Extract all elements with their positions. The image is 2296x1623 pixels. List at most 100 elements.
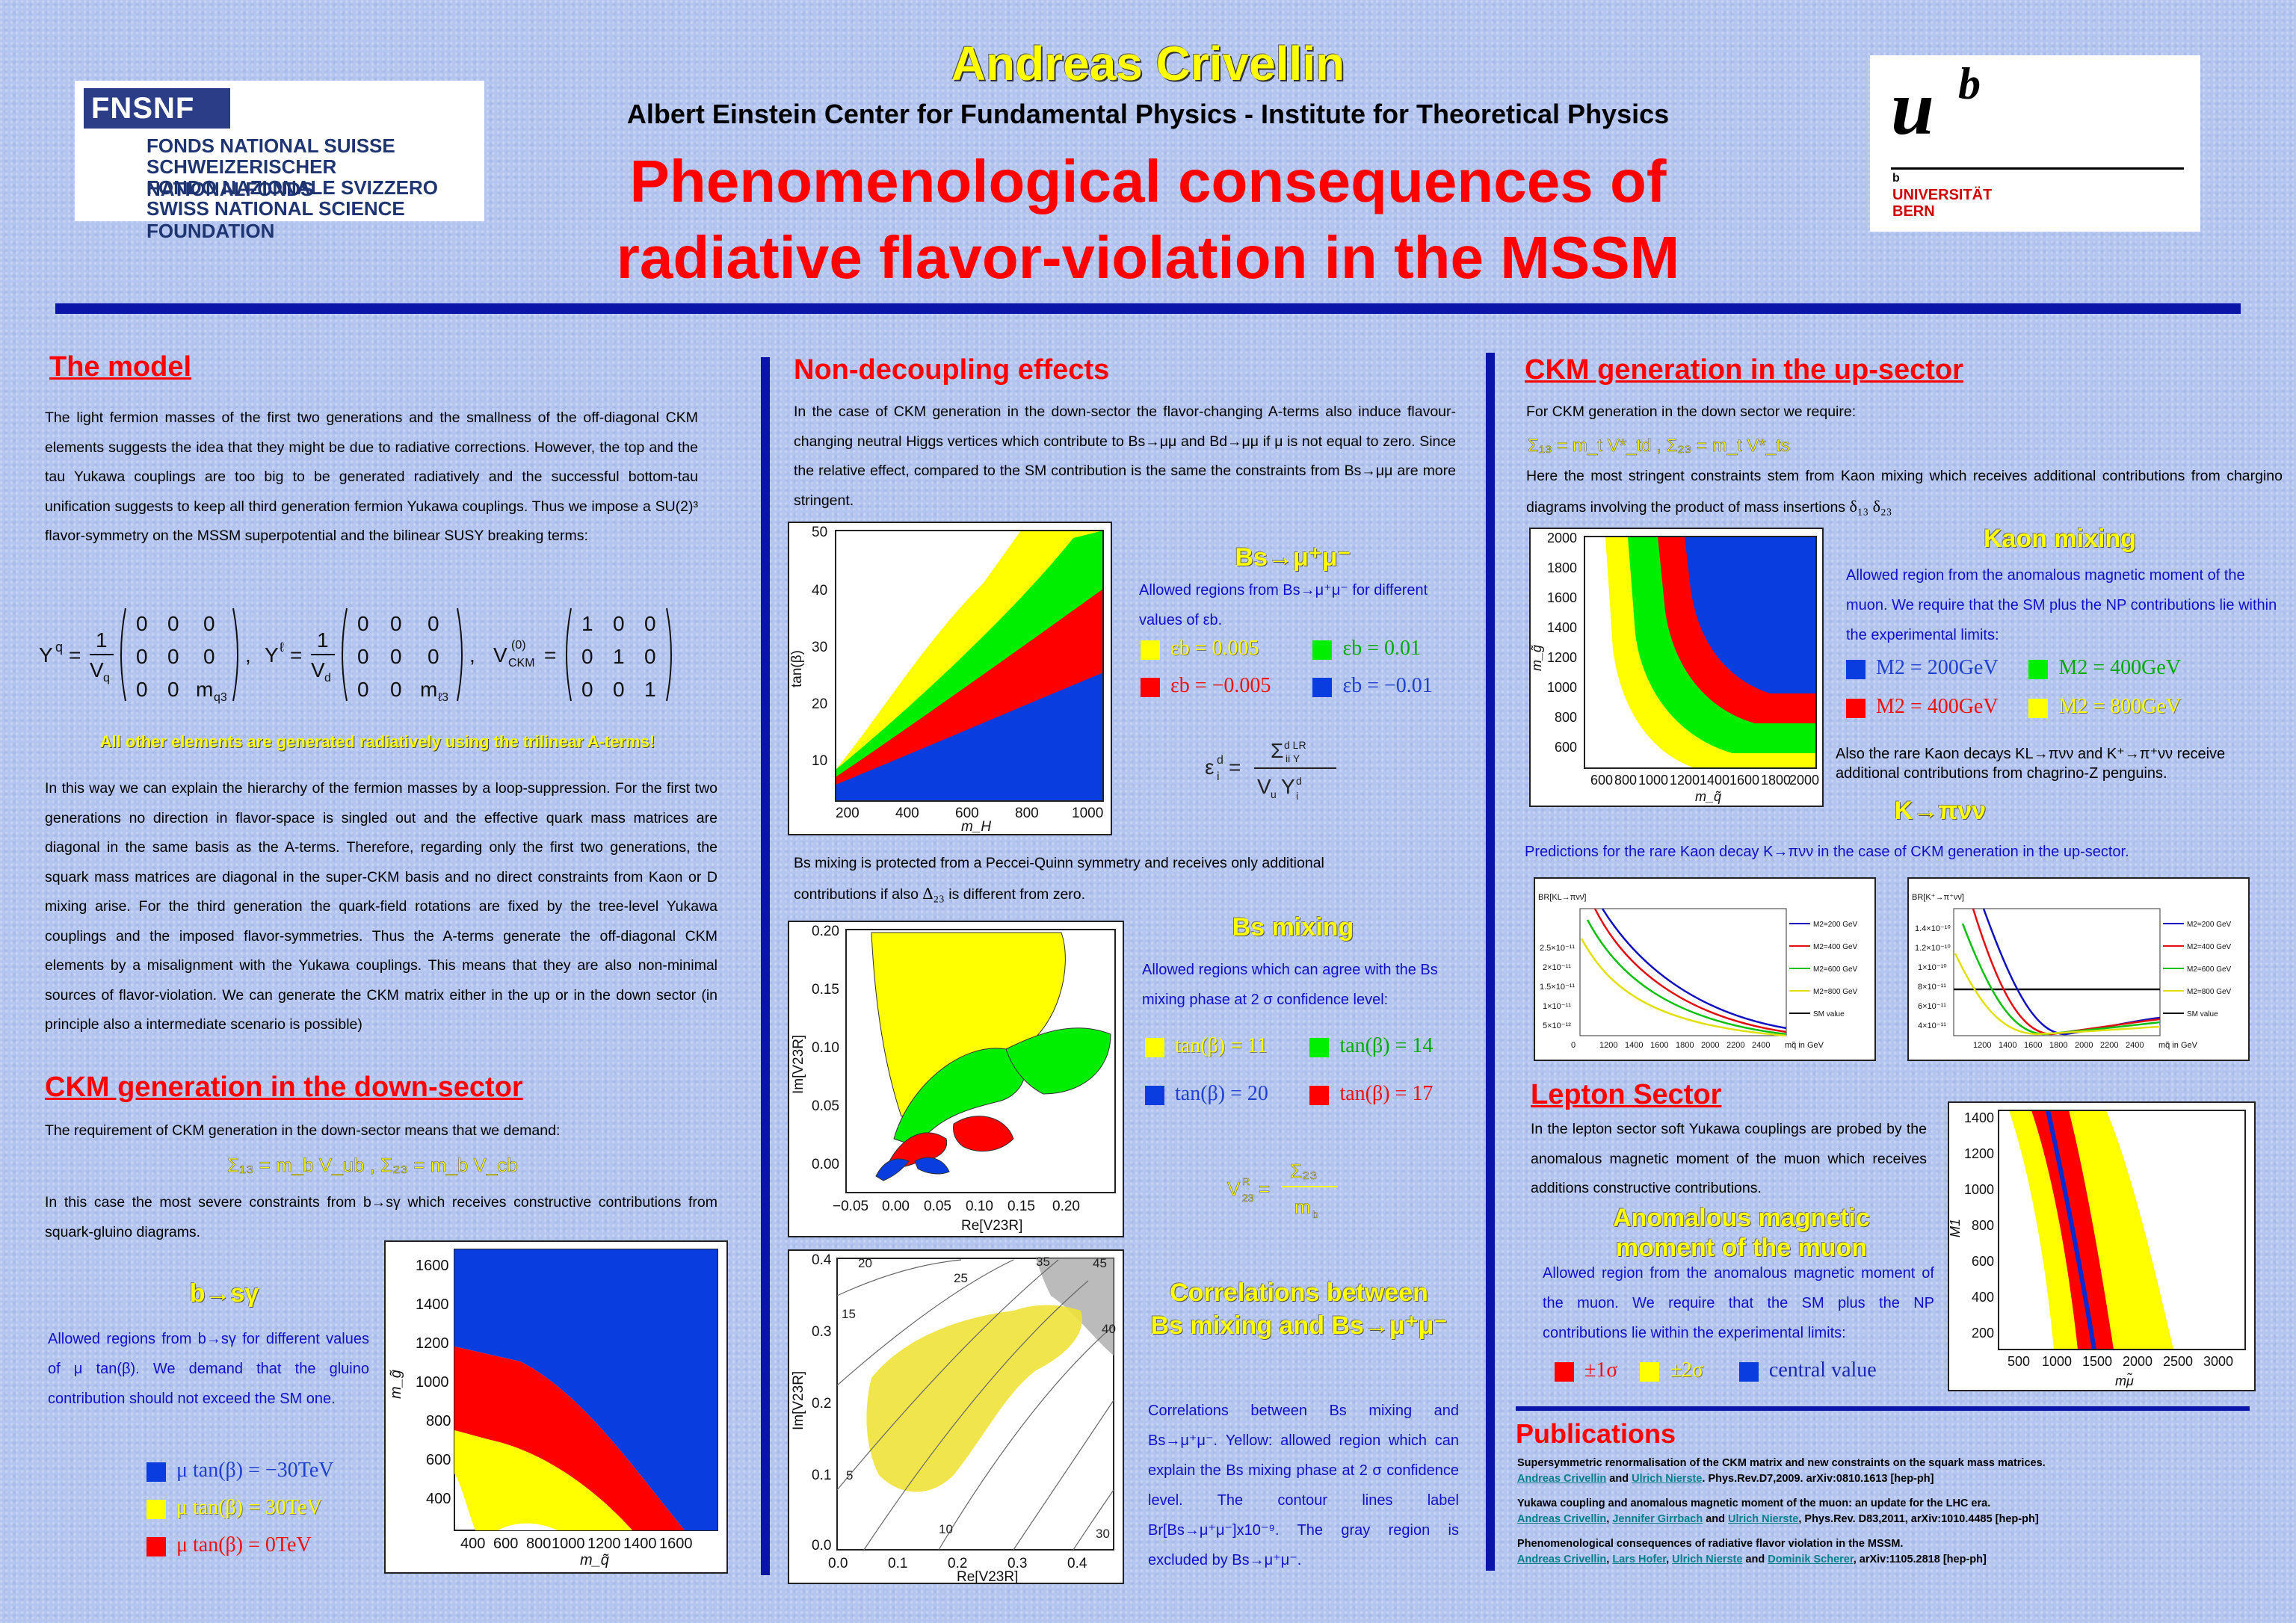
svg-text:2400: 2400	[2126, 1041, 2144, 1050]
svg-text:1600: 1600	[659, 1536, 693, 1552]
snf-logo-line: FONDO NAZIONALE SVIZZERO	[146, 176, 438, 199]
svg-text:1.4×10⁻¹⁰: 1.4×10⁻¹⁰	[1915, 924, 1951, 933]
svg-text:1×10⁻¹⁰: 1×10⁻¹⁰	[1918, 963, 1947, 972]
svg-text:1200: 1200	[1670, 773, 1700, 788]
amm-title: Anomalous magnetic moment of the muon	[1555, 1203, 1928, 1263]
author-link[interactable]: Ulrich Nierste	[1672, 1554, 1743, 1565]
svg-text:V: V	[90, 658, 104, 681]
svg-text:V: V	[1227, 1178, 1241, 1200]
legend-label: μ tan(β) = −30TeV	[176, 1459, 334, 1482]
svg-text:400: 400	[895, 806, 919, 821]
institute-name: Albert Einstein Center for Fundamental P…	[626, 99, 1670, 129]
kaon-plot: 2000 1800 1600 1400 1200 1000 800 600 600 800 100…	[1529, 528, 1824, 807]
publication-item: Yukawa coupling and anomalous magnetic m…	[1517, 1496, 2257, 1527]
amm-plot: 1400 1200 1000 800 600 400 200 500 1000 1500 2000…	[1948, 1101, 2256, 1391]
bsmix-legend: tan(β) = 11 tan(β) = 14 tan(β) = 20 tan(…	[1145, 1034, 1474, 1119]
svg-text:0: 0	[203, 645, 215, 668]
br-legend-label: M2=200 GeV	[2187, 921, 2232, 929]
br-kl-plot: BR[KL→πνν̄] 2.5×10⁻¹¹ 2×10⁻¹¹ 1.5×10⁻¹¹ 1×1…	[1534, 877, 1876, 1061]
svg-text:0.1: 0.1	[888, 1556, 907, 1571]
ckm-up-para-1: For CKM generation in the down sector we…	[1526, 404, 1857, 420]
svg-text:0.3: 0.3	[1007, 1556, 1027, 1571]
svg-text:1200: 1200	[1599, 1041, 1617, 1050]
svg-text:0.0: 0.0	[812, 1538, 831, 1554]
author-link[interactable]: Jennifer Girrbach	[1612, 1513, 1703, 1525]
publications-heading: Publications	[1516, 1418, 1676, 1449]
svg-text:d: d	[324, 672, 331, 684]
svg-text:0.10: 0.10	[812, 1040, 839, 1056]
svg-text:d: d	[1217, 754, 1223, 767]
svg-text:(0): (0)	[511, 639, 526, 652]
legend-item: M2 = 400GeV	[2028, 656, 2181, 680]
author-link[interactable]: Andreas Crivellin	[1517, 1554, 1607, 1565]
legend-swatch	[2028, 698, 2049, 718]
svg-text:400: 400	[426, 1491, 451, 1507]
svg-text:1600: 1600	[416, 1258, 449, 1274]
svg-text:0: 0	[613, 612, 625, 635]
br-legend-label: M2=600 GeV	[1813, 965, 1858, 974]
unibe-name-2: BERN	[1892, 203, 1935, 220]
svg-text:800: 800	[526, 1536, 551, 1552]
author-link[interactable]: Ulrich Nierste	[1728, 1513, 1799, 1525]
svg-text:15: 15	[842, 1307, 856, 1321]
svg-text:=: =	[1229, 755, 1241, 779]
author-link[interactable]: Lars Hofer	[1612, 1554, 1667, 1565]
publication-ref: , Phys.Rev. D83,2011, arXiv:1010.4485 [h…	[1798, 1513, 2039, 1525]
br-legend-label: M2=800 GeV	[1813, 988, 1858, 996]
ckm-down-para-2: In this case the most severe constraints…	[45, 1194, 718, 1240]
legend-swatch	[1312, 640, 1333, 660]
amm-text: Allowed region from the anomalous magnet…	[1543, 1265, 1934, 1341]
br-legend-label: SM value	[2187, 1010, 2218, 1018]
svg-text:400: 400	[1972, 1290, 1994, 1305]
svg-text:m: m	[196, 678, 213, 701]
svg-text:1400: 1400	[1547, 620, 1577, 635]
kpnn-title: K→πνν	[1894, 797, 1987, 825]
svg-text:4×10⁻¹¹: 4×10⁻¹¹	[1918, 1021, 1946, 1030]
svg-text:0.2: 0.2	[812, 1396, 831, 1412]
legend-label: M2 = 400GeV	[1876, 695, 1999, 718]
svg-text:q: q	[55, 640, 63, 655]
amm-ylabel: M1	[1949, 1219, 1963, 1237]
ckm-down-para-1: The requirement of CKM generation in the…	[45, 1122, 561, 1139]
vtilde-equation: V 23 R = Σ₂₃ m b	[1226, 1146, 1360, 1228]
svg-text:=: =	[1259, 1178, 1270, 1200]
svg-text:1000: 1000	[1964, 1182, 1994, 1197]
bsmix-xlabel: Re[V23R]	[961, 1218, 1022, 1234]
svg-text:2.5×10⁻¹¹: 2.5×10⁻¹¹	[1540, 944, 1575, 953]
legend-swatch	[1309, 1085, 1330, 1105]
legend-item: εb = −0.005	[1141, 674, 1309, 698]
author-link[interactable]: Ulrich Nierste	[1632, 1473, 1703, 1485]
svg-text:0: 0	[1571, 1041, 1576, 1050]
legend-item: tan(β) = 17	[1309, 1082, 1433, 1106]
legend-swatch	[1846, 659, 1866, 679]
publication-title: Yukawa coupling and anomalous magnetic m…	[1517, 1497, 1991, 1509]
legend-label: μ tan(β) = 0TeV	[176, 1533, 312, 1556]
kaon-title: Kaon mixing	[1983, 525, 2137, 553]
author-link[interactable]: Andreas Crivellin	[1517, 1513, 1607, 1525]
svg-text:200: 200	[1972, 1326, 1994, 1341]
legend-item: tan(β) = 11	[1145, 1034, 1306, 1058]
rare-kaon-text: Also the rare Kaon decays KL→πνν and K⁺→…	[1836, 746, 2226, 782]
kaon-legend: M2 = 200GeV M2 = 400GeV M2 = 400GeV M2 =…	[1846, 656, 2295, 734]
author-link[interactable]: Dominik Scherer	[1768, 1554, 1854, 1565]
svg-text:−0.05: −0.05	[833, 1199, 868, 1214]
svg-text:800: 800	[1972, 1218, 1994, 1233]
title-line-1: Phenomenological consequences of	[629, 148, 1667, 214]
svg-text:6×10⁻¹¹: 6×10⁻¹¹	[1918, 1002, 1946, 1011]
svg-text:ε: ε	[1205, 755, 1214, 779]
kpnn-text: Predictions for the rare Kaon decay K→πν…	[1525, 844, 2129, 860]
svg-text:1400: 1400	[416, 1296, 449, 1313]
svg-text:1800: 1800	[1676, 1041, 1694, 1050]
author-link[interactable]: Andreas Crivellin	[1517, 1473, 1607, 1485]
legend-label: ±1σ	[1584, 1358, 1618, 1382]
legend-row: M2 = 200GeV M2 = 400GeV	[1846, 656, 2295, 695]
legend-swatch	[146, 1462, 166, 1482]
svg-text:0: 0	[644, 645, 656, 668]
legend-swatch	[1555, 1361, 1574, 1382]
legend-swatch	[1309, 1037, 1330, 1057]
snf-logo: FNSNF FONDS NATIONAL SUISSE SCHWEIZERISC…	[75, 81, 484, 242]
bsg-legend: μ tan(β) = −30TeV μ tan(β) = 30TeV μ tan…	[146, 1459, 393, 1571]
legend-item: ±2σ	[1640, 1358, 1735, 1382]
svg-text:m: m	[420, 678, 437, 701]
svg-text:0.05: 0.05	[924, 1199, 951, 1214]
